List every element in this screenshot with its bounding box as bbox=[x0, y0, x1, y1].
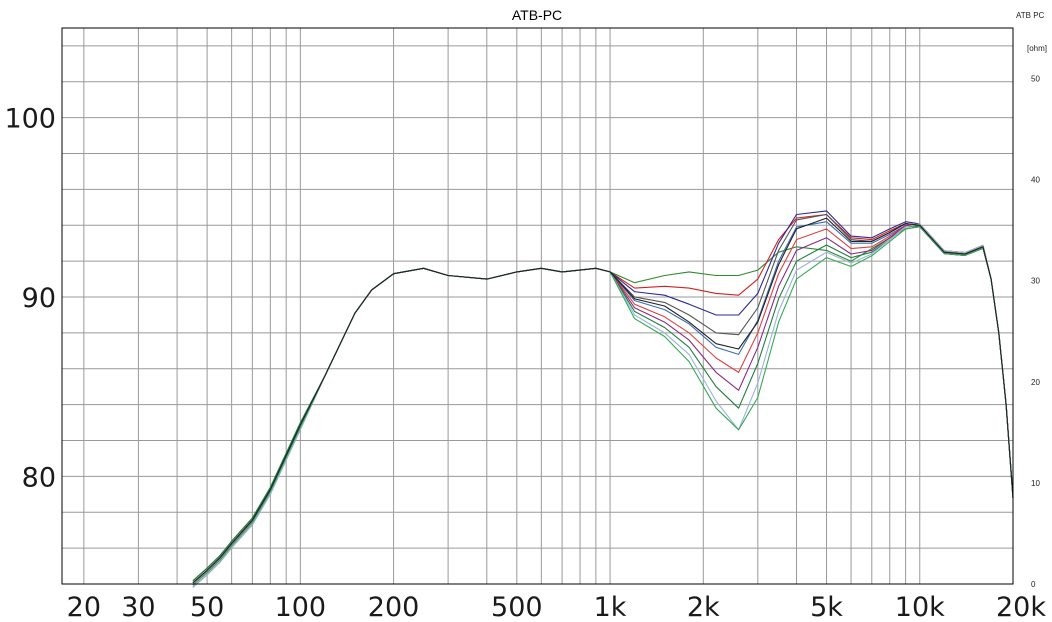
x-tick-label: 500 bbox=[491, 592, 543, 622]
y-tick-label: 90 bbox=[22, 283, 56, 314]
y2-tick-label: 50 bbox=[1031, 75, 1040, 84]
plot-frame bbox=[61, 27, 1014, 585]
x-axis-ticks: 20 30 50 100 200 500 1k 2k 5k 10k 20k bbox=[67, 592, 1047, 622]
y-tick-label: 100 bbox=[4, 104, 56, 135]
plot-area bbox=[62, 28, 1013, 584]
corner-label: ATB PC bbox=[1016, 11, 1045, 20]
y-tick-label: 80 bbox=[22, 462, 56, 493]
y2-tick-label: 30 bbox=[1031, 277, 1040, 286]
x-tick-label: 1k bbox=[594, 592, 627, 622]
y2-tick-label: 10 bbox=[1031, 479, 1040, 488]
x-tick-label: 20k bbox=[996, 592, 1046, 622]
x-tick-label: 5k bbox=[810, 592, 843, 622]
y2-unit-label: [ohm] bbox=[1027, 44, 1047, 53]
y2-tick-label: 0 bbox=[1031, 580, 1036, 589]
chart-title: ATB-PC bbox=[512, 7, 562, 23]
series-line bbox=[192, 217, 1014, 584]
y2-tick-label: 40 bbox=[1031, 176, 1040, 185]
x-tick-label: 200 bbox=[368, 592, 420, 622]
x-tick-label: 20 bbox=[67, 592, 101, 622]
y2-tick-label: 20 bbox=[1031, 378, 1040, 387]
y-axis-ticks: 80 90 100 bbox=[4, 104, 56, 494]
x-tick-label: 2k bbox=[687, 592, 720, 622]
y2-axis-ticks: 0 10 20 30 40 50 bbox=[1031, 75, 1040, 589]
x-tick-label: 30 bbox=[121, 592, 155, 622]
x-tick-label: 100 bbox=[275, 592, 327, 622]
x-tick-label: 10k bbox=[895, 592, 945, 622]
x-tick-label: 50 bbox=[190, 592, 224, 622]
series-group bbox=[192, 210, 1014, 588]
